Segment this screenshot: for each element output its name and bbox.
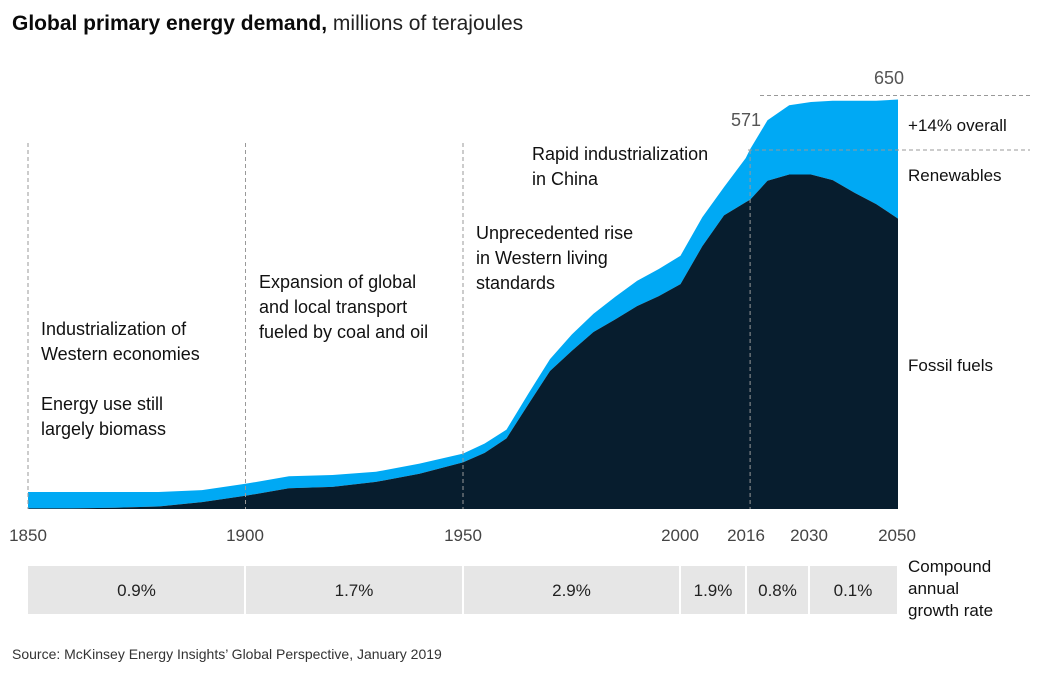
- growth-rate-2000-2016: 1.9%: [694, 581, 733, 600]
- growth-rate-1900-1950: 1.7%: [335, 581, 374, 600]
- annotation-1-line-2: Western economies: [41, 344, 200, 364]
- annotation-5-line-2: in China: [532, 169, 599, 189]
- x-tick-2000: 2000: [661, 526, 699, 545]
- annotation-2-line-2: largely biomass: [41, 419, 166, 439]
- x-tick-1950: 1950: [444, 526, 482, 545]
- value-label-650: 650: [874, 68, 904, 88]
- title-rest: millions of terajoules: [327, 12, 524, 35]
- annotation-2-line-1: Energy use still: [41, 394, 163, 414]
- annotation-4-line-2: in Western living: [476, 248, 608, 268]
- x-tick-1900: 1900: [226, 526, 264, 545]
- x-tick-2030: 2030: [790, 526, 828, 545]
- growth-rate-label-line-2: annual: [908, 579, 959, 598]
- growth-rate-label-line-3: growth rate: [908, 601, 993, 620]
- growth-rate-1850-1900: 0.9%: [117, 581, 156, 600]
- annotation-4-line-3: standards: [476, 273, 555, 293]
- source-note: Source: McKinsey Energy Insights’ Global…: [12, 646, 442, 662]
- growth-rate-label-line-1: Compound: [908, 557, 991, 576]
- annotation-1-line-1: Industrialization of: [41, 319, 187, 339]
- annotation-3-line-2: and local transport: [259, 297, 407, 317]
- chart-title: Global primary energy demand, millions o…: [12, 12, 523, 36]
- annotation-4-line-1: Unprecedented rise: [476, 223, 633, 243]
- growth-rate-1950-2000: 2.9%: [552, 581, 591, 600]
- annotation-3-line-1: Expansion of global: [259, 272, 416, 292]
- renewables-area: [28, 99, 898, 509]
- fossil-fuels-area: [28, 174, 898, 509]
- x-tick-2050: 2050: [878, 526, 916, 545]
- growth-rate-2030-2050: 0.1%: [834, 581, 873, 600]
- annotation-5-line-1: Rapid industrialization: [532, 144, 708, 164]
- x-tick-1850: 1850: [9, 526, 47, 545]
- value-label-571: 571: [731, 110, 761, 130]
- x-tick-2016: 2016: [727, 526, 765, 545]
- fossil-fuels-label: Fossil fuels: [908, 356, 993, 375]
- title-bold: Global primary energy demand,: [12, 12, 328, 35]
- renewables-label: Renewables: [908, 166, 1002, 185]
- overall-change-label: +14% overall: [908, 116, 1007, 135]
- growth-rate-2016-2030: 0.8%: [758, 581, 797, 600]
- annotation-3-line-3: fueled by coal and oil: [259, 322, 428, 342]
